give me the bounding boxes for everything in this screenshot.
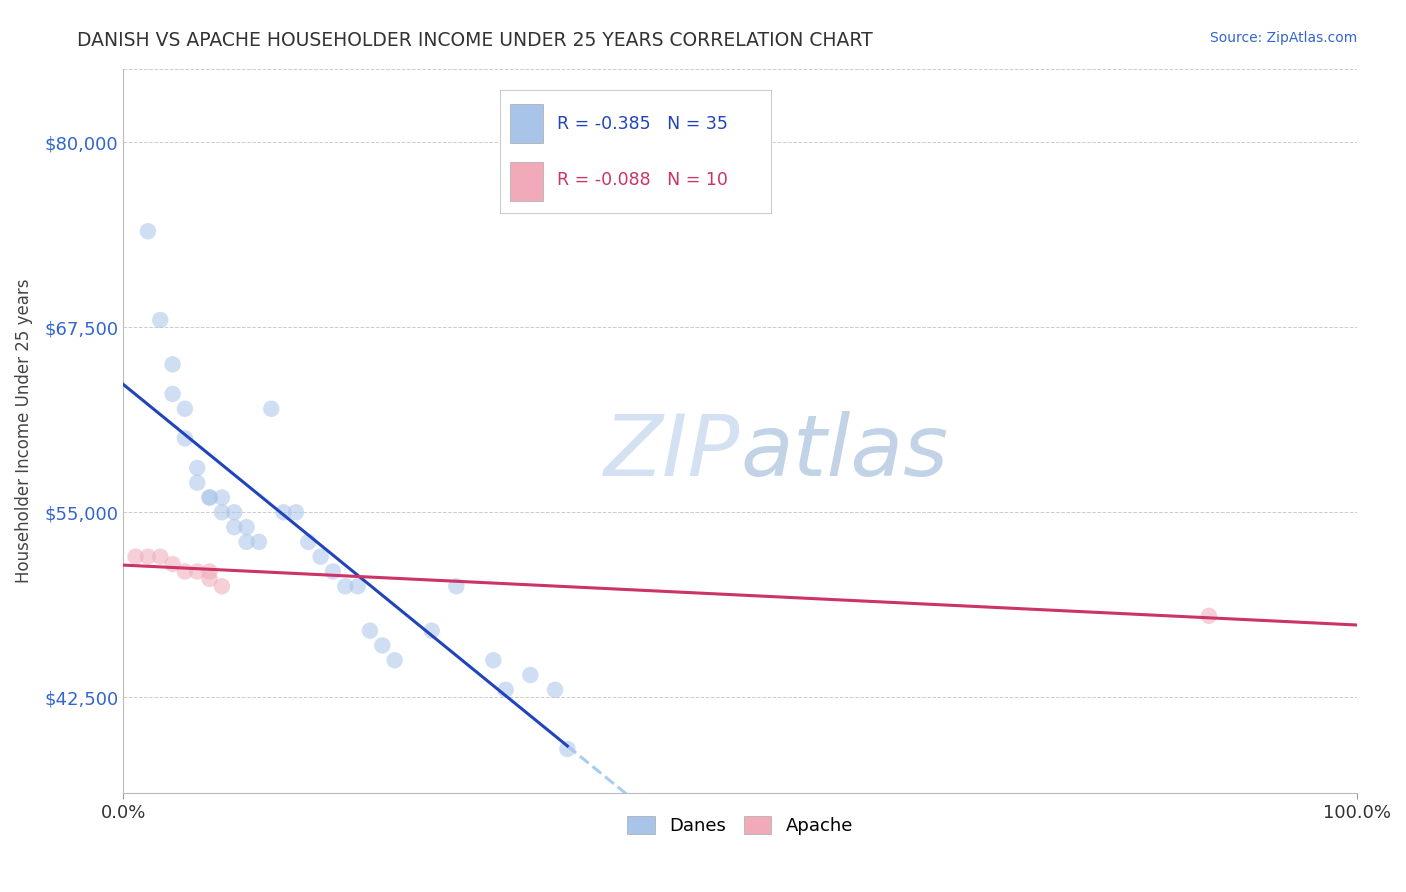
Point: [309, 549, 332, 564]
Point: [174, 401, 197, 416]
Point: [186, 461, 208, 475]
Point: [544, 682, 567, 697]
Point: [247, 534, 270, 549]
Y-axis label: Householder Income Under 25 years: Householder Income Under 25 years: [15, 278, 32, 583]
Point: [149, 313, 172, 327]
Point: [198, 491, 221, 505]
Point: [211, 505, 233, 519]
Point: [346, 579, 368, 593]
Point: [297, 534, 319, 549]
Legend: Danes, Apache: Danes, Apache: [627, 815, 853, 835]
Point: [260, 401, 283, 416]
Point: [136, 549, 159, 564]
Text: atlas: atlas: [740, 411, 948, 494]
Point: [1198, 608, 1220, 623]
Point: [162, 387, 184, 401]
Point: [273, 505, 295, 519]
Point: [124, 549, 146, 564]
Point: [224, 505, 246, 519]
Point: [359, 624, 381, 638]
Point: [198, 572, 221, 586]
Point: [335, 579, 357, 593]
Point: [186, 475, 208, 490]
Text: Source: ZipAtlas.com: Source: ZipAtlas.com: [1209, 31, 1357, 45]
Text: DANISH VS APACHE HOUSEHOLDER INCOME UNDER 25 YEARS CORRELATION CHART: DANISH VS APACHE HOUSEHOLDER INCOME UNDE…: [77, 31, 873, 50]
Point: [211, 491, 233, 505]
Point: [495, 682, 517, 697]
Point: [224, 520, 246, 534]
Point: [174, 431, 197, 445]
Point: [446, 579, 468, 593]
Point: [211, 579, 233, 593]
Point: [198, 491, 221, 505]
Point: [519, 668, 541, 682]
Text: ZIP: ZIP: [603, 411, 740, 494]
Point: [371, 639, 394, 653]
Point: [186, 565, 208, 579]
Point: [384, 653, 406, 667]
Point: [557, 742, 579, 756]
Point: [174, 565, 197, 579]
Point: [149, 549, 172, 564]
Point: [322, 565, 344, 579]
Point: [235, 520, 257, 534]
Point: [482, 653, 505, 667]
Point: [420, 624, 443, 638]
Point: [235, 534, 257, 549]
Point: [284, 505, 307, 519]
Point: [136, 224, 159, 238]
Point: [198, 565, 221, 579]
Point: [162, 557, 184, 571]
Point: [162, 357, 184, 371]
